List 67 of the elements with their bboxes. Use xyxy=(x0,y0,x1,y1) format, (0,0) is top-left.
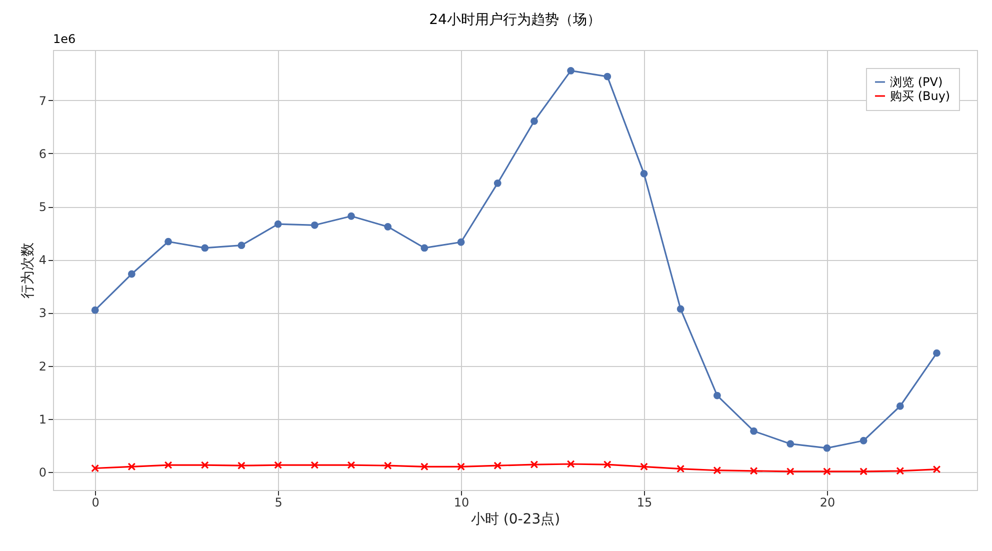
point xyxy=(347,461,356,470)
point xyxy=(164,461,172,470)
point xyxy=(786,467,794,476)
point xyxy=(750,427,758,435)
point xyxy=(384,223,392,230)
point xyxy=(310,221,318,229)
point xyxy=(566,460,575,468)
point xyxy=(237,462,246,470)
point xyxy=(274,220,282,228)
point xyxy=(348,212,355,220)
point xyxy=(201,244,209,252)
point xyxy=(238,242,246,250)
point xyxy=(567,67,575,74)
y-tick-label: 4 xyxy=(38,253,46,268)
legend-label: 浏览 (PV) xyxy=(890,75,943,89)
point xyxy=(786,440,794,448)
y-axis-title: 行为次数 xyxy=(20,242,36,298)
y-tick-label: 6 xyxy=(38,147,46,161)
x-tick-label: 10 xyxy=(454,496,470,510)
point xyxy=(384,462,392,470)
point xyxy=(91,306,99,314)
point xyxy=(494,462,502,470)
point xyxy=(420,244,428,252)
text: 1e6 xyxy=(53,32,76,46)
point xyxy=(860,436,868,444)
point xyxy=(310,461,319,470)
point xyxy=(896,466,904,475)
y-tick-label: 5 xyxy=(38,200,46,214)
point xyxy=(530,460,538,468)
y-tick-label: 7 xyxy=(38,94,46,108)
point xyxy=(128,270,136,278)
point xyxy=(823,444,831,452)
point xyxy=(530,117,538,125)
point xyxy=(750,466,758,475)
point xyxy=(932,465,941,474)
y-tick-label: 2 xyxy=(38,359,46,374)
point xyxy=(420,462,428,471)
point xyxy=(604,72,612,80)
x-tick-label: 20 xyxy=(820,496,836,510)
point xyxy=(603,460,612,468)
point xyxy=(676,464,685,473)
point xyxy=(457,238,465,246)
point xyxy=(640,170,648,178)
x-axis-title: 小时 (0-23点) xyxy=(470,512,560,528)
x-tick-label: 5 xyxy=(274,496,282,510)
chart-title: 24小时用户行为趋势（场） xyxy=(429,12,601,28)
y-tick-label: 0 xyxy=(38,465,46,480)
x-tick-label: 15 xyxy=(636,496,652,510)
point xyxy=(494,180,502,187)
y-tick-label: 3 xyxy=(38,306,46,320)
point xyxy=(896,402,904,410)
point xyxy=(933,349,940,357)
point xyxy=(640,462,648,471)
point xyxy=(676,305,684,313)
point xyxy=(860,467,868,476)
point xyxy=(823,467,831,476)
point xyxy=(164,238,172,246)
legend-label: 购买 (Buy) xyxy=(890,89,950,103)
point xyxy=(713,466,722,474)
x-tick-label: 0 xyxy=(92,496,100,510)
point xyxy=(200,461,209,470)
point xyxy=(274,461,282,470)
point xyxy=(91,464,100,472)
point xyxy=(128,462,136,471)
y-tick-label: 1 xyxy=(38,412,46,426)
point xyxy=(713,392,721,400)
point xyxy=(457,462,465,471)
